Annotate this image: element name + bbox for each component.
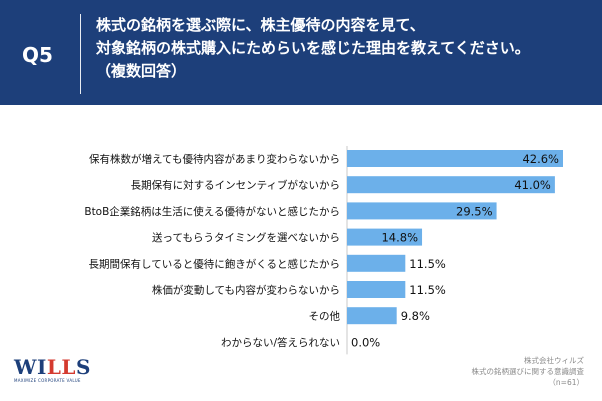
bar <box>347 307 397 325</box>
category-label: わからない/答えられない <box>221 336 340 349</box>
category-label: BtoB企業銘柄は生活に使える優待がないと感じたから <box>84 205 340 218</box>
question-line-3: （複数回答） <box>96 62 187 80</box>
data-label: 0.0% <box>351 335 380 349</box>
wills-logo: WILLS MAXIMIZE CORPORATE VALUE <box>14 355 91 396</box>
source-company: 株式会社ウィルズ <box>524 356 584 365</box>
chart-card: 保有株数が増えても優待内容があまり変わらないから 42.6% 長期保有に対するインセ… <box>14 118 588 396</box>
question-line-2: 対象銘柄の株式購入にためらいを感じた理由を教えてください。 <box>96 39 530 57</box>
source-sample-size: （n=61） <box>548 378 584 387</box>
data-label: 9.8% <box>401 309 430 323</box>
bar <box>347 150 563 167</box>
header-divider <box>80 14 81 94</box>
data-label: 11.5% <box>409 257 446 271</box>
category-label: 株価が変動しても内容が変わらないから <box>152 284 340 297</box>
data-label: 11.5% <box>409 283 446 297</box>
category-label: 長期保有に対するインセンティブがないから <box>131 179 340 192</box>
category-label: その他 <box>309 310 341 323</box>
bar-chart: 保有株数が増えても優待内容があまり変わらないから 42.6% 長期保有に対するインセ… <box>84 146 563 355</box>
question-header: Q5 株式の銘柄を選ぶ際に、株主優待の内容を見て、 対象銘柄の株式購入にためらい… <box>0 0 602 105</box>
bar <box>347 202 497 220</box>
data-label: 14.8% <box>381 231 418 245</box>
source-survey: 株式の銘柄選びに関する意識調査 <box>471 367 585 376</box>
data-label: 42.6% <box>522 152 559 166</box>
category-label: 送ってもらうタイミングを選べないから <box>152 231 340 244</box>
source-note: 株式会社ウィルズ 株式の銘柄選びに関する意識調査 （n=61） <box>472 355 585 388</box>
data-label: 29.5% <box>456 204 493 218</box>
category-label: 保有株数が増えても優待内容があまり変わらないから <box>89 153 340 166</box>
bar <box>347 176 555 194</box>
question-number: Q5 <box>22 43 53 67</box>
bar <box>347 254 406 272</box>
bar <box>347 281 406 298</box>
question-text: 株式の銘柄を選ぶ際に、株主優待の内容を見て、 対象銘柄の株式購入にためらいを感じ… <box>96 14 596 83</box>
logo-wordmark: WILLS <box>14 355 91 379</box>
bar <box>347 228 423 246</box>
category-label: 長期間保有していると優待に飽きがくると感じたから <box>89 257 340 270</box>
logo-tagline: MAXIMIZE CORPORATE VALUE <box>14 378 81 383</box>
question-line-1: 株式の銘柄を選ぶ際に、株主優待の内容を見て、 <box>96 16 425 34</box>
data-label: 41.0% <box>514 178 551 192</box>
